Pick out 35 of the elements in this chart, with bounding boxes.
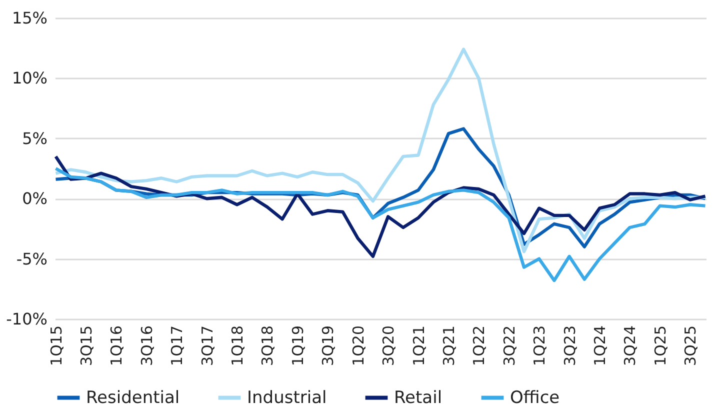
line-series	[54, 154, 707, 258]
line-series	[54, 166, 707, 282]
legend-label: Industrial	[247, 388, 327, 408]
x-tick-label: 1Q21	[410, 326, 428, 366]
x-tick-label: 1Q19	[288, 326, 307, 366]
x-tick-label: 1Q16	[108, 326, 126, 366]
x-tick-label: 3Q19	[319, 326, 338, 366]
legend-label: Retail	[394, 388, 442, 408]
y-tick-label: 15%	[12, 8, 48, 28]
x-tick-label: 1Q25	[651, 326, 670, 366]
x-tick-label: 1Q20	[349, 326, 368, 366]
x-tick-label: 1Q18	[228, 326, 247, 366]
y-tick-label: 5%	[22, 128, 48, 148]
x-tick-label: 3Q23	[560, 326, 579, 366]
legend-label: Residential	[86, 388, 180, 408]
y-tick-label: 10%	[12, 68, 48, 88]
x-tick-label: 3Q17	[198, 326, 216, 366]
y-tick-label: -5%	[16, 249, 48, 268]
x-tick-label: 1Q22	[470, 326, 488, 366]
x-tick-label: 3Q21	[440, 326, 458, 366]
x-tick-label: 3Q20	[380, 326, 398, 366]
x-tick-label: 3Q25	[682, 326, 700, 366]
legend-label: Office	[510, 388, 560, 408]
x-tick-label: 1Q24	[591, 326, 610, 366]
x-tick-label: 1Q23	[530, 326, 549, 366]
x-tick-label: 3Q24	[621, 326, 640, 366]
y-tick-label: -10%	[6, 310, 48, 328]
x-tick-label: 3Q16	[138, 326, 156, 366]
x-tick-label: 3Q18	[258, 326, 277, 366]
y-tick-label: 0%	[22, 189, 48, 208]
x-tick-label: 3Q15	[77, 326, 96, 366]
x-tick-label: 3Q22	[500, 326, 518, 366]
x-tick-label: 1Q17	[168, 326, 186, 366]
x-tick-label: 1Q15	[47, 326, 66, 366]
line-series	[54, 48, 707, 254]
